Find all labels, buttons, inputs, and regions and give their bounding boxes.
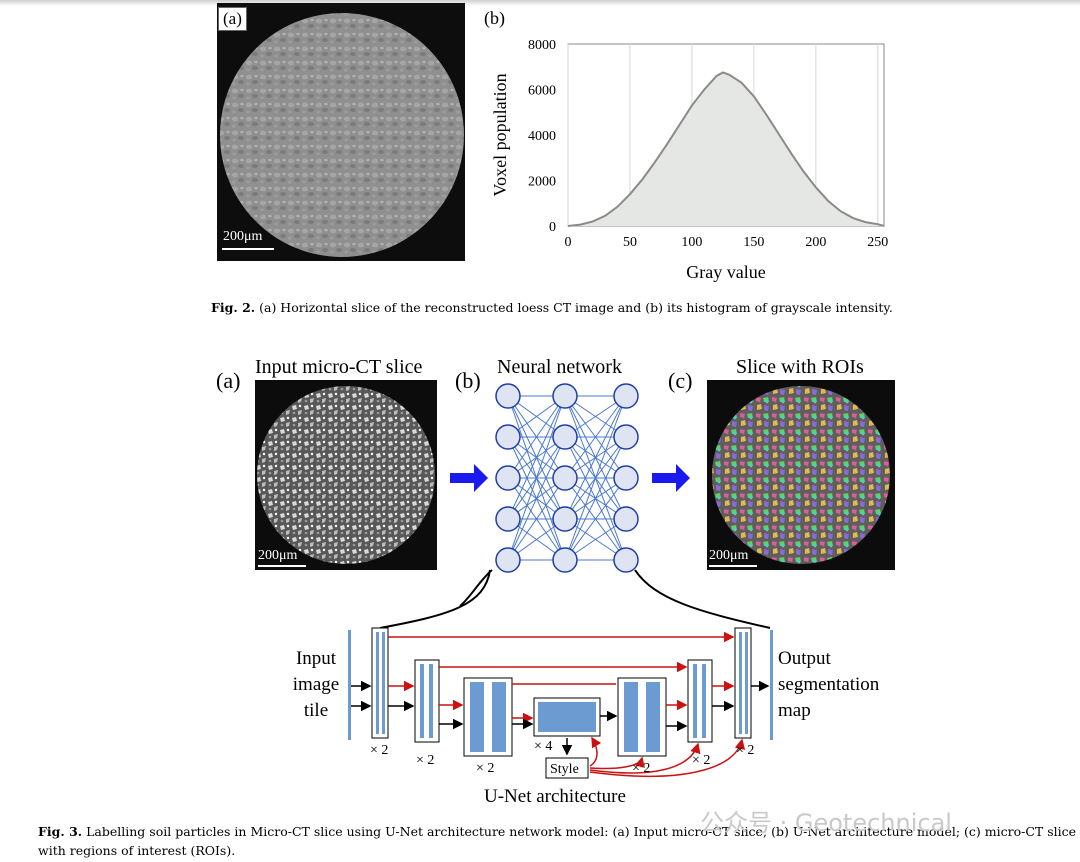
fig2-caption: Fig. 2. (a) Horizontal slice of the reco…: [211, 300, 893, 315]
fig3-scale-c-label: 200μm: [709, 548, 749, 563]
fig3-panel-a-title: Input micro-CT slice: [255, 356, 423, 378]
fig3-panel-a-label: (a): [216, 368, 241, 393]
histogram-area: [568, 72, 884, 226]
fig2-panel-b-label: (b): [484, 8, 505, 28]
unet-mult-5: × 2: [632, 761, 650, 776]
neural-network-diagram: [450, 383, 690, 607]
unet-mult-7: × 2: [736, 743, 754, 758]
nn-edge: [564, 395, 627, 520]
unet-title: U-Net architecture: [484, 786, 626, 807]
fig2-caption-text: (a) Horizontal slice of the reconstructe…: [259, 300, 893, 315]
fig3-panel-b-title: Neural network: [497, 356, 622, 378]
x-axis-label: Gray value: [686, 262, 765, 282]
fig3-caption-lead: Fig. 3.: [38, 824, 83, 839]
fig3-panel-c-title: Slice with ROIs: [736, 356, 864, 378]
fig2-caption-lead: Fig. 2.: [211, 300, 256, 315]
unet-output-label: Output segmentation map: [778, 646, 879, 724]
y-axis-label: Voxel population: [490, 73, 510, 196]
nn-edge: [564, 395, 627, 479]
nn-edge: [507, 395, 566, 520]
page-top-border: [0, 0, 1080, 6]
right-arrow-right: [652, 464, 690, 492]
nn-edge: [564, 477, 627, 561]
nn-node: [495, 383, 521, 409]
unet-mult-4: × 4: [534, 739, 552, 754]
style-box: [545, 757, 589, 779]
ct-slice-image: [220, 13, 464, 257]
output-line-3: map: [778, 700, 811, 721]
unet-mult-6: × 2: [692, 753, 710, 768]
fig3-roi-slice: 200μm: [707, 380, 895, 570]
output-line-1: Output: [778, 648, 831, 669]
y-tick-label: 8000: [528, 38, 556, 53]
unet-mult-2: × 2: [416, 753, 434, 768]
histogram-chart: 0 50 100 150 200 250 0 2000 4000 6000 8000 Gray val…: [490, 38, 888, 282]
output-line-2: segmentation: [778, 674, 880, 695]
y-tick-label: 0: [549, 220, 556, 235]
nn-node: [613, 506, 639, 532]
nn-node: [552, 506, 578, 532]
unet-mult-1: × 2: [370, 743, 388, 758]
nn-node: [613, 465, 639, 491]
fig3-caption: Fig. 3. Labelling soil particles in Micr…: [38, 822, 1078, 860]
nn-node: [552, 383, 578, 409]
nn-edge: [507, 436, 566, 561]
nn-node: [495, 465, 521, 491]
right-arrow-left: [450, 464, 488, 492]
fig2-scale-label: 200μm: [223, 229, 263, 244]
unet-input-label: Input image tile: [288, 646, 344, 724]
watermark: 公众号 · Geotechnical: [700, 809, 952, 837]
fig3-caption-line1: Labelling soil particles in Micro-CT sli…: [86, 824, 1077, 839]
fig3-caption-line2: with regions of interest (ROIs).: [38, 843, 236, 858]
nn-edge: [564, 395, 627, 561]
nn-edge: [507, 395, 566, 479]
fig3-panel-c-label: (c): [668, 368, 693, 393]
x-tick-label: 200: [805, 235, 826, 250]
fig3-scale-a-bar: [258, 565, 306, 567]
style-label: Style: [550, 762, 579, 777]
x-tick-label: 250: [867, 235, 888, 250]
nn-node: [552, 424, 578, 450]
fig3-input-slice: 200μm: [255, 380, 437, 570]
y-tick-label: 2000: [528, 175, 556, 190]
fig2-panel-a-label: (a): [218, 7, 247, 31]
nn-edge: [507, 477, 566, 561]
nn-node: [495, 506, 521, 532]
fig2-scale-bar: [222, 248, 274, 250]
x-tick-label: 100: [681, 235, 702, 250]
nn-edge: [507, 395, 566, 561]
y-tick-label: 6000: [528, 84, 556, 99]
x-tick-label: 0: [565, 235, 572, 250]
x-tick-label: 150: [743, 235, 764, 250]
roi-slice-image: [712, 386, 890, 564]
y-tick-label: 4000: [528, 129, 556, 144]
unet-mult-3: × 2: [476, 761, 494, 776]
fig2-panel-a-image: (a) 200μm: [217, 3, 465, 261]
nn-node: [613, 424, 639, 450]
nn-edge: [564, 436, 627, 561]
unet-architecture-diagram: × 2 × 2 × 2 × 4 × 2 × 2 × 2 Style: [348, 627, 773, 779]
input-slice-image: [257, 386, 435, 564]
fig3-scale-a-label: 200μm: [258, 548, 298, 563]
input-line-2: image: [292, 674, 340, 695]
nn-node: [552, 547, 578, 573]
nn-node: [495, 547, 521, 573]
fig3-scale-c-bar: [709, 565, 757, 567]
x-tick-label: 50: [623, 235, 637, 250]
funnel-lines: [379, 569, 771, 629]
nn-node: [495, 424, 521, 450]
input-line-1: Input: [295, 648, 337, 669]
histogram-line: [567, 71, 885, 227]
fig3-panel-b-label: (b): [455, 368, 481, 393]
nn-node: [613, 547, 639, 573]
input-line-3: tile: [303, 700, 329, 721]
nn-node: [613, 383, 639, 409]
nn-node: [552, 465, 578, 491]
